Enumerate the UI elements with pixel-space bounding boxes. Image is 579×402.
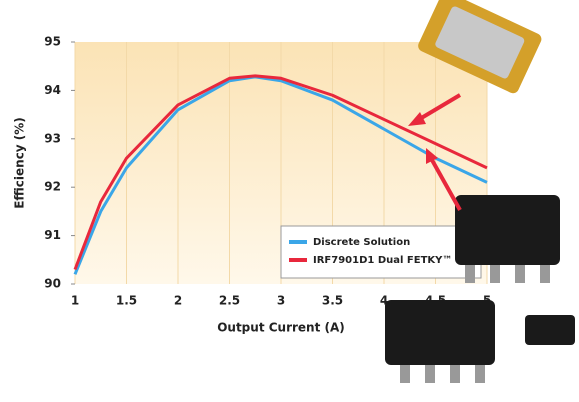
x-tick-label: 3 <box>277 294 285 308</box>
x-axis-label: Output Current (A) <box>217 321 345 335</box>
legend-label: IRF7901D1 Dual FETKY™ <box>313 255 452 266</box>
legend-box <box>281 226 481 278</box>
x-tick-label: 2 <box>174 294 182 308</box>
x-tick-label: 3.5 <box>322 294 343 308</box>
legend-label: Discrete Solution <box>313 237 410 248</box>
chip-bottom <box>385 300 575 383</box>
chart: 11.522.533.544.55909192939495Discrete So… <box>0 0 579 402</box>
y-tick-label: 95 <box>44 35 61 49</box>
x-tick-label: 1.5 <box>116 294 137 308</box>
y-tick-label: 90 <box>44 277 61 291</box>
x-tick-label: 1 <box>71 294 79 308</box>
y-tick-label: 92 <box>44 180 61 194</box>
y-tick-label: 94 <box>44 83 61 97</box>
x-tick-label: 2.5 <box>219 294 240 308</box>
y-axis-label: Efficiency (%) <box>13 117 27 209</box>
chip-middle <box>455 195 560 283</box>
y-tick-label: 93 <box>44 131 61 145</box>
y-tick-label: 91 <box>44 228 61 242</box>
